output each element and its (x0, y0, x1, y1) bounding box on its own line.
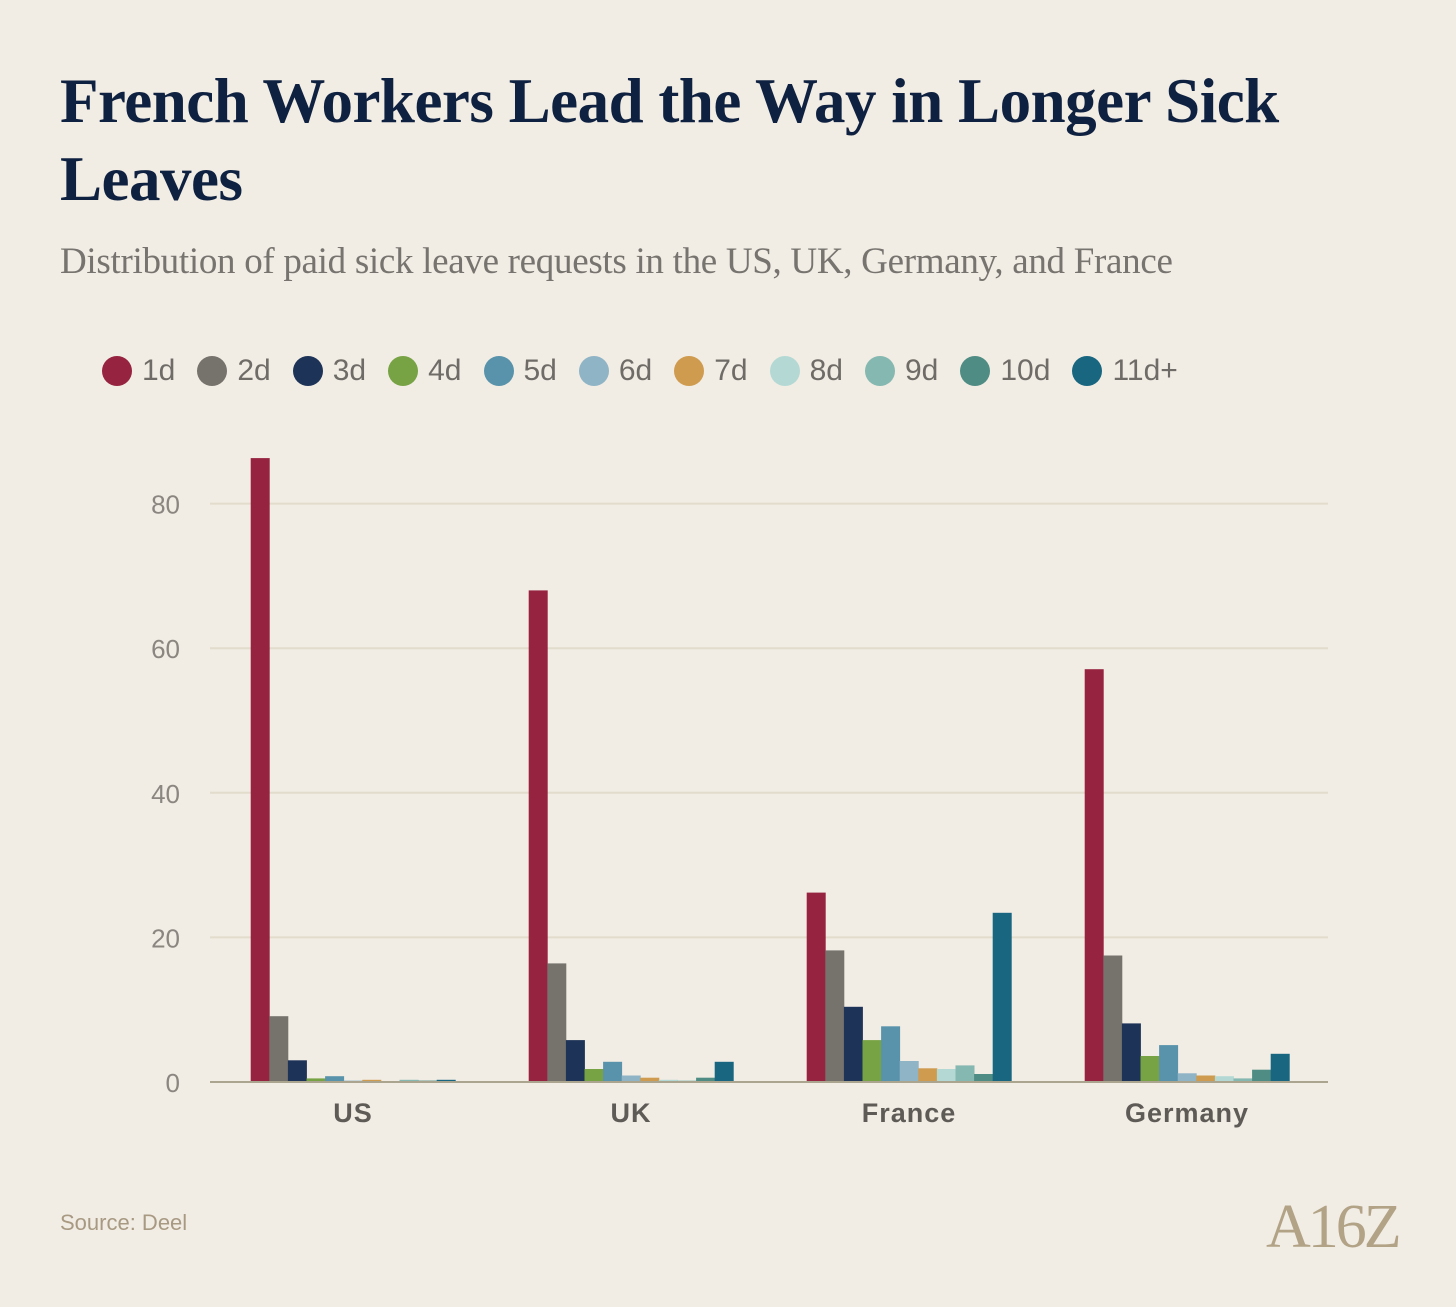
bar-11dplus-germany (1270, 1053, 1290, 1082)
bar-2d-us (269, 1016, 289, 1082)
bar-9d-us (399, 1079, 419, 1082)
legend-label: 1d (142, 354, 176, 387)
bar-10d-uk (696, 1077, 716, 1082)
source-note: Source: Deel (60, 1210, 188, 1235)
legend-item-4d: 4d (388, 354, 462, 388)
chart-title: French Workers Lead the Way in Longer Si… (60, 66, 1279, 214)
bar-9d-france (955, 1065, 975, 1082)
bar-1d-us (250, 458, 270, 1083)
bar-8d-france (936, 1069, 956, 1082)
chart-subtitle: Distribution of paid sick leave requests… (60, 241, 1173, 282)
legend-item-10d: 10d (960, 354, 1050, 388)
x-tick-label-uk: UK (611, 1098, 652, 1128)
legend: 1d 2d 3d 4d 5d 6d 7d 8d 9d 10d 11d+ (102, 354, 1200, 388)
bar-10d-france (974, 1074, 994, 1082)
bar-3d-uk (565, 1040, 585, 1082)
legend-item-9d: 9d (865, 354, 938, 388)
bar-2d-france (825, 950, 845, 1082)
bar-7d-france (918, 1068, 938, 1082)
bar-7d-us (362, 1079, 382, 1082)
bar-7d-germany (1196, 1075, 1216, 1082)
legend-item-8d: 8d (769, 354, 843, 388)
y-tick-label: 80 (151, 490, 180, 520)
y-tick-label: 0 (166, 1068, 180, 1098)
bar-8d-germany (1214, 1076, 1234, 1082)
bar-6d-uk (621, 1075, 641, 1082)
legend-item-7d: 7d (674, 354, 748, 388)
legend-label: 6d (618, 354, 653, 387)
bar-4d-us (306, 1078, 326, 1082)
bar-8d-uk (658, 1079, 678, 1082)
legend-item-2d: 2d (197, 354, 271, 388)
legend-item-6d: 6d (578, 354, 653, 388)
legend-label: 5d (523, 354, 557, 387)
legend-swatch (197, 356, 228, 386)
bar-3d-germany (1121, 1023, 1141, 1082)
legend-swatch (388, 356, 419, 386)
legend-swatch (292, 356, 323, 386)
y-tick-label: 20 (151, 923, 180, 953)
bar-1d-germany (1084, 669, 1104, 1082)
y-tick-label: 40 (151, 779, 180, 809)
y-tick-label: 60 (151, 634, 180, 664)
legend-label: 9d (905, 354, 939, 387)
bar-9d-germany (1233, 1078, 1253, 1082)
x-tick-label-france: France (862, 1098, 957, 1128)
legend-swatch (865, 356, 895, 386)
legend-label: 8d (809, 354, 843, 387)
bar-2d-germany (1103, 955, 1123, 1082)
bar-4d-france (862, 1040, 882, 1082)
a16z-logo: A16Z (1266, 1193, 1402, 1261)
bar-5d-uk (603, 1061, 623, 1082)
bar-11dplus-us (436, 1079, 456, 1082)
x-tick-label-us: US (333, 1098, 373, 1128)
bar-4d-uk (584, 1069, 604, 1082)
bar-1d-france (806, 892, 826, 1082)
bar-4d-germany (1140, 1056, 1160, 1082)
bar-5d-germany (1159, 1045, 1179, 1082)
legend-label: 3d (332, 354, 367, 387)
legend-swatch (1072, 356, 1103, 386)
legend-swatch (769, 356, 800, 386)
legend-swatch (674, 356, 705, 386)
bar-6d-germany (1177, 1073, 1197, 1082)
legend-label: 4d (428, 354, 462, 387)
bar-11dplus-uk (714, 1061, 734, 1082)
bar-5d-us (325, 1076, 345, 1082)
legend-swatch (483, 356, 514, 386)
legend-label: 7d (714, 354, 748, 387)
legend-label: 10d (1000, 354, 1051, 387)
legend-label: 11d+ (1112, 354, 1178, 387)
legend-item-11dplus: 11d+ (1072, 354, 1178, 388)
legend-item-5d: 5d (483, 354, 557, 388)
bar-chart: 0 20 40 60 80 US UK France Germany (151, 458, 1328, 1128)
bar-5d-france (881, 1026, 901, 1082)
legend-item-1d: 1d (102, 354, 175, 388)
bar-3d-france (843, 1006, 863, 1082)
bar-2d-uk (547, 963, 567, 1082)
bar-3d-us (287, 1060, 307, 1082)
x-tick-label-germany: Germany (1125, 1098, 1249, 1128)
bar-7d-uk (640, 1077, 660, 1082)
bar-1d-uk (528, 590, 548, 1082)
bar-10d-germany (1252, 1069, 1272, 1082)
legend-item-3d: 3d (292, 354, 367, 388)
bar-11dplus-france (992, 912, 1012, 1082)
legend-swatch (102, 356, 132, 386)
legend-label: 2d (237, 354, 271, 387)
legend-swatch (960, 356, 991, 386)
legend-swatch (578, 356, 609, 386)
bar-6d-france (899, 1061, 919, 1082)
